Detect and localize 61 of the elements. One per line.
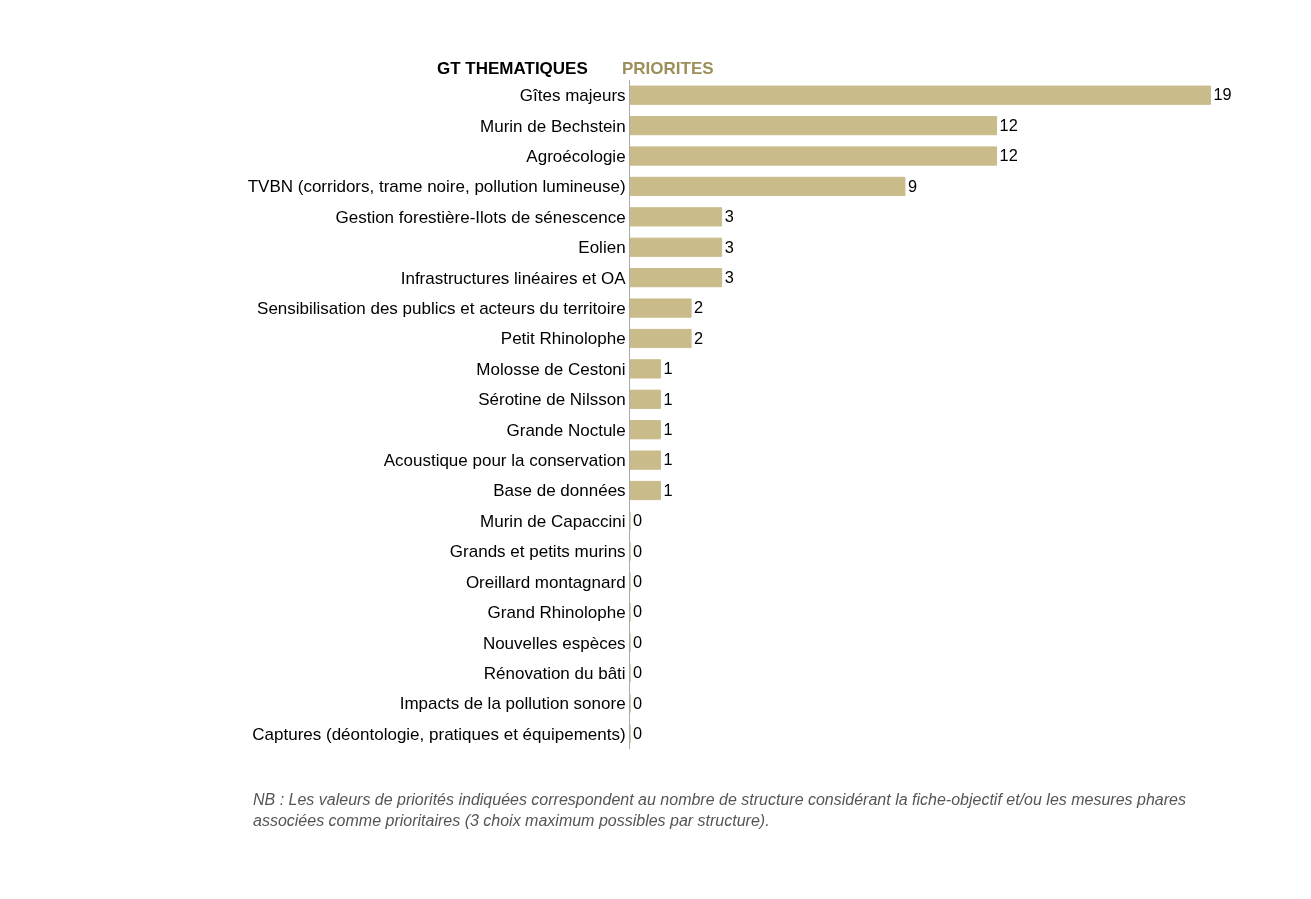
data-label: 3 xyxy=(724,237,734,256)
data-label: 9 xyxy=(907,176,918,195)
data-label: 1 xyxy=(663,480,673,499)
bar xyxy=(630,237,723,257)
data-label: 2 xyxy=(694,298,704,317)
y-tick-label: Rénovation du bâti xyxy=(483,663,626,683)
data-label: 1 xyxy=(663,359,673,378)
y-tick-label: Acoustique pour la conservation xyxy=(383,451,626,471)
bar xyxy=(630,480,662,501)
bar xyxy=(630,268,723,288)
bar xyxy=(630,85,1211,105)
bar xyxy=(630,389,662,409)
data-label: 12 xyxy=(999,146,1018,165)
data-label: 0 xyxy=(633,602,643,621)
y-tick-label: Murin de Bechstein xyxy=(480,116,626,136)
data-label: 19 xyxy=(1213,85,1232,104)
data-label: 2 xyxy=(694,328,704,347)
data-label: 0 xyxy=(633,632,643,651)
y-tick-label: Grands et petits murins xyxy=(449,542,626,562)
bar xyxy=(630,115,998,136)
y-tick-label: Captures (déontologie, pratiques et équipements) xyxy=(252,724,626,744)
data-label: 3 xyxy=(724,207,734,226)
y-tick-label: Nouvelles espèces xyxy=(482,633,626,653)
y-tick-label: Base de données xyxy=(493,481,626,501)
bar xyxy=(630,176,906,197)
y-tick-label: Grande Noctule xyxy=(506,420,626,440)
y-tick-label: Murin de Capaccini xyxy=(480,511,626,531)
y-tick-label: Agroécologie xyxy=(526,146,626,166)
y-tick-label: Eolien xyxy=(578,238,626,258)
bar xyxy=(630,298,692,318)
data-label: 0 xyxy=(633,724,643,743)
data-label: 0 xyxy=(633,693,643,712)
y-tick-label: Grand Rhinolophe xyxy=(487,603,626,623)
y-tick-label: Gestion forestière-Ilots de sénescence xyxy=(335,207,626,227)
y-tick-label: Infrastructures linéaires et OA xyxy=(400,268,627,288)
y-axis-title: GT THEMATIQUES xyxy=(437,59,588,78)
y-tick-label: Impacts de la pollution sonore xyxy=(399,694,626,714)
data-label: 1 xyxy=(663,389,673,408)
text: NB : Les valeurs de priorités indiquées correspondent au nombre de structure considérant la fiche-objectif et/ou les mesures phares associées comme prioritaires (3 choix maximum possibles par structure). xyxy=(253,791,1186,829)
y-tick-label: Gîtes majeurs xyxy=(519,86,626,106)
data-label: 0 xyxy=(633,511,643,530)
data-label: 12 xyxy=(999,115,1018,134)
bar xyxy=(630,146,998,166)
data-label: 1 xyxy=(663,419,673,438)
y-tick-label: Sérotine de Nilsson xyxy=(478,390,626,410)
data-label: 3 xyxy=(724,267,734,286)
bar xyxy=(630,328,692,349)
y-tick-label: Molosse de Cestoni xyxy=(476,359,626,379)
data-label: 0 xyxy=(633,541,643,560)
y-tick-label: Oreillard montagnard xyxy=(465,572,626,592)
y-tick-label: Sensibilisation des publics et acteurs du territoire xyxy=(257,299,626,319)
bar xyxy=(630,359,662,379)
bar xyxy=(630,207,723,227)
data-label: 1 xyxy=(663,450,673,469)
y-tick-label: TVBN (corridors, trame noire, pollution lumineuse) xyxy=(247,177,626,197)
series-label: PRIORITES xyxy=(622,59,714,78)
bar xyxy=(630,450,662,470)
bar xyxy=(630,420,662,440)
y-tick-label: Petit Rhinolophe xyxy=(500,329,626,349)
data-label: 0 xyxy=(633,572,643,591)
data-label: 0 xyxy=(633,663,643,682)
